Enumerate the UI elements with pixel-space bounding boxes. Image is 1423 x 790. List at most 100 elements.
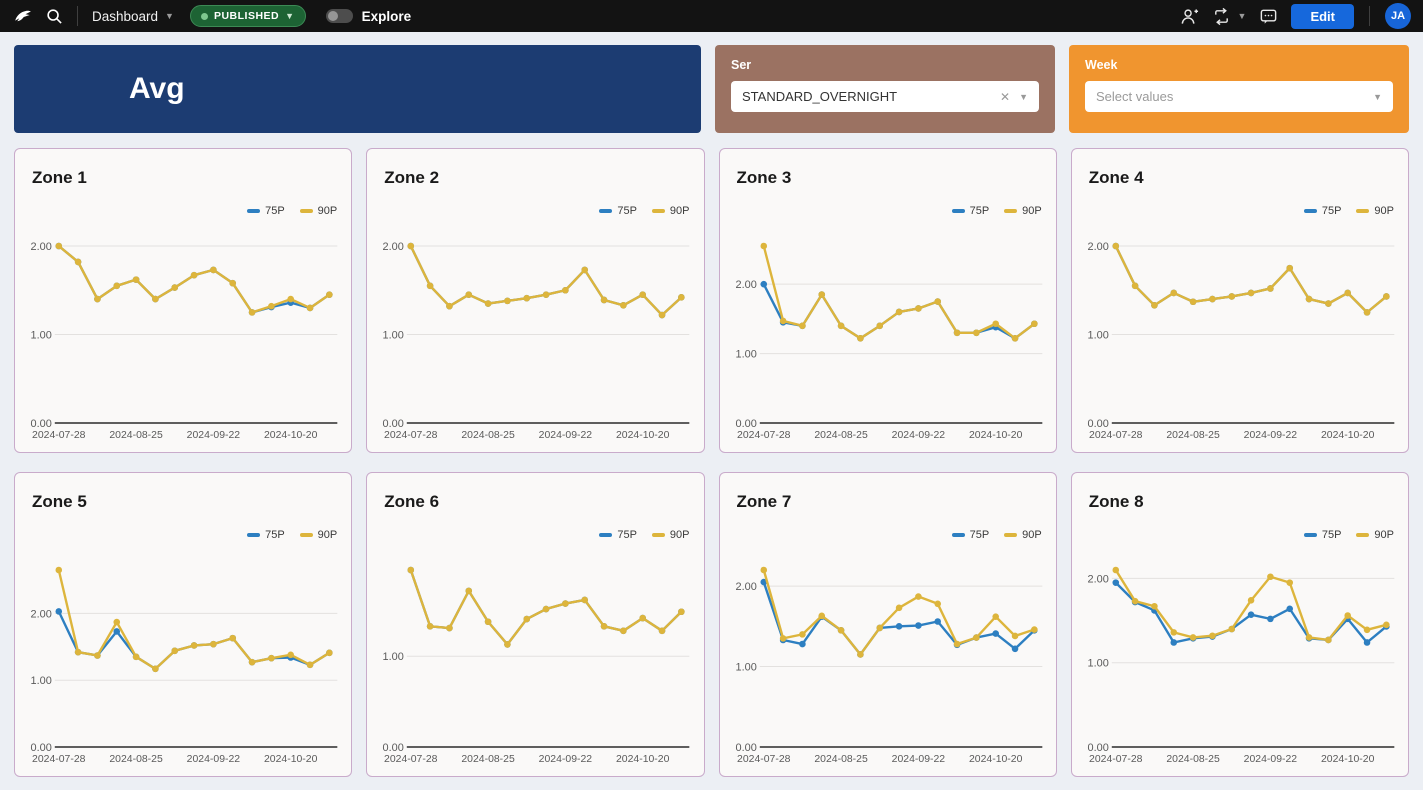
x-axis-tick-label: 2024-09-22 [891, 754, 945, 765]
explore-toggle[interactable] [325, 9, 353, 23]
svg-text:2.00: 2.00 [31, 608, 52, 620]
data-point [407, 566, 415, 574]
add-user-icon[interactable] [1180, 7, 1199, 26]
legend-label: 90P [1374, 529, 1394, 541]
legend-item-75p[interactable]: 75P [247, 529, 285, 541]
legend-dash-icon [951, 209, 965, 213]
filter-service-select[interactable]: STANDARD_OVERNIGHT ✕ ▼ [731, 81, 1039, 112]
data-point [55, 566, 63, 574]
legend-item-90p[interactable]: 90P [651, 205, 690, 217]
legend-item-90p[interactable]: 90P [299, 205, 338, 217]
legend-label: 75P [1321, 205, 1342, 217]
legend-item-90p[interactable]: 90P [651, 529, 690, 541]
svg-text:2.00: 2.00 [735, 581, 756, 593]
legend-item-90p[interactable]: 90P [1004, 205, 1042, 217]
legend-item-90p[interactable]: 90P [1356, 529, 1394, 541]
legend-label: 75P [969, 205, 990, 217]
data-point [914, 305, 922, 312]
zone-chart-card: Zone 4 75P 90P 1.00 2.00 0.00 2024-07-28 2024-0… [1070, 148, 1409, 453]
svg-text:0.00: 0.00 [735, 418, 756, 430]
chevron-down-icon[interactable]: ▼ [1019, 91, 1028, 102]
nav-dashboard-menu[interactable]: Dashboard ▼ [92, 9, 174, 24]
data-point [875, 624, 883, 632]
data-point [407, 242, 415, 250]
refresh-sync-icon[interactable] [1212, 7, 1231, 26]
x-axis-tick-label: 2024-07-28 [737, 754, 791, 765]
legend-item-90p[interactable]: 90P [1004, 529, 1042, 541]
zone-chart-card: Zone 5 75P 90P 1.00 2.00 0.00 2024-07-28 2024-0… [14, 472, 353, 777]
page-title: Avg [129, 72, 185, 105]
legend-item-75p[interactable]: 75P [1303, 529, 1341, 541]
chevron-down-icon[interactable]: ▼ [1373, 91, 1382, 102]
data-point [837, 627, 844, 634]
svg-text:1.00: 1.00 [735, 662, 756, 674]
svg-text:1.00: 1.00 [1087, 329, 1108, 341]
legend-label: 75P [969, 529, 990, 541]
svg-text:1.00: 1.00 [383, 329, 404, 341]
data-point [446, 624, 453, 632]
filter-week-select[interactable]: Select values ▼ [1085, 81, 1393, 112]
svg-text:0.00: 0.00 [31, 418, 52, 430]
data-point [113, 618, 121, 626]
data-point [1305, 634, 1313, 641]
legend-item-75p[interactable]: 75P [599, 205, 637, 217]
svg-text:1.00: 1.00 [1087, 658, 1108, 670]
data-point [1305, 295, 1313, 303]
data-point [543, 291, 550, 298]
filter-card-week: Week Select values ▼ [1069, 45, 1409, 133]
legend-item-90p[interactable]: 90P [1356, 205, 1394, 217]
data-point [639, 614, 647, 622]
data-point [152, 665, 159, 673]
legend-item-90p[interactable]: 90P [299, 529, 337, 541]
chart-title: Zone 7 [736, 492, 792, 511]
legend-label: 75P [265, 529, 285, 541]
search-icon[interactable] [46, 8, 63, 25]
svg-text:2.00: 2.00 [383, 241, 404, 253]
data-point [817, 612, 825, 620]
x-axis-tick-label: 2024-10-20 [616, 754, 670, 765]
x-axis-tick-label: 2024-08-25 [1166, 430, 1220, 441]
chart-legend: 75P 90P [247, 205, 337, 217]
avatar[interactable]: JA [1385, 3, 1411, 29]
svg-text:2.00: 2.00 [1087, 573, 1108, 585]
data-point [485, 618, 492, 626]
data-point [132, 276, 140, 283]
published-status-badge[interactable]: PUBLISHED ▼ [189, 5, 306, 27]
legend-label: 75P [617, 205, 637, 217]
edit-button[interactable]: Edit [1291, 3, 1354, 29]
chevron-down-icon[interactable]: ▼ [1237, 10, 1247, 21]
x-axis-tick-label: 2024-07-28 [1089, 430, 1143, 441]
data-point [895, 308, 902, 316]
legend-item-75p[interactable]: 75P [951, 529, 990, 541]
data-point [1247, 611, 1255, 618]
data-point [190, 642, 198, 649]
x-axis-tick-label: 2024-10-20 [1321, 754, 1375, 765]
data-point [837, 322, 844, 330]
legend-item-75p[interactable]: 75P [247, 205, 285, 217]
legend-item-75p[interactable]: 75P [1303, 205, 1342, 217]
x-axis-tick-label: 2024-07-28 [1089, 754, 1143, 765]
data-point [601, 622, 608, 630]
x-axis-tick-label: 2024-10-20 [264, 430, 318, 441]
svg-text:0.00: 0.00 [31, 742, 52, 754]
legend-dash-icon [599, 533, 613, 537]
data-point [1363, 309, 1371, 316]
clear-icon[interactable]: ✕ [1000, 89, 1011, 104]
data-point [933, 618, 941, 625]
legend-item-75p[interactable]: 75P [951, 205, 990, 217]
data-point [972, 634, 980, 641]
filter-week-label: Week [1085, 58, 1118, 72]
data-point [759, 280, 767, 288]
legend-label: 90P [317, 205, 338, 217]
legend-item-75p[interactable]: 75P [599, 529, 637, 541]
series-line-p75 [1114, 245, 1387, 314]
brand-logo-bird-icon[interactable] [12, 5, 34, 27]
data-point [798, 322, 806, 330]
x-axis-tick-label: 2024-08-25 [109, 754, 163, 765]
comments-icon[interactable] [1259, 7, 1278, 26]
data-point [1011, 645, 1018, 653]
data-point [895, 604, 902, 612]
